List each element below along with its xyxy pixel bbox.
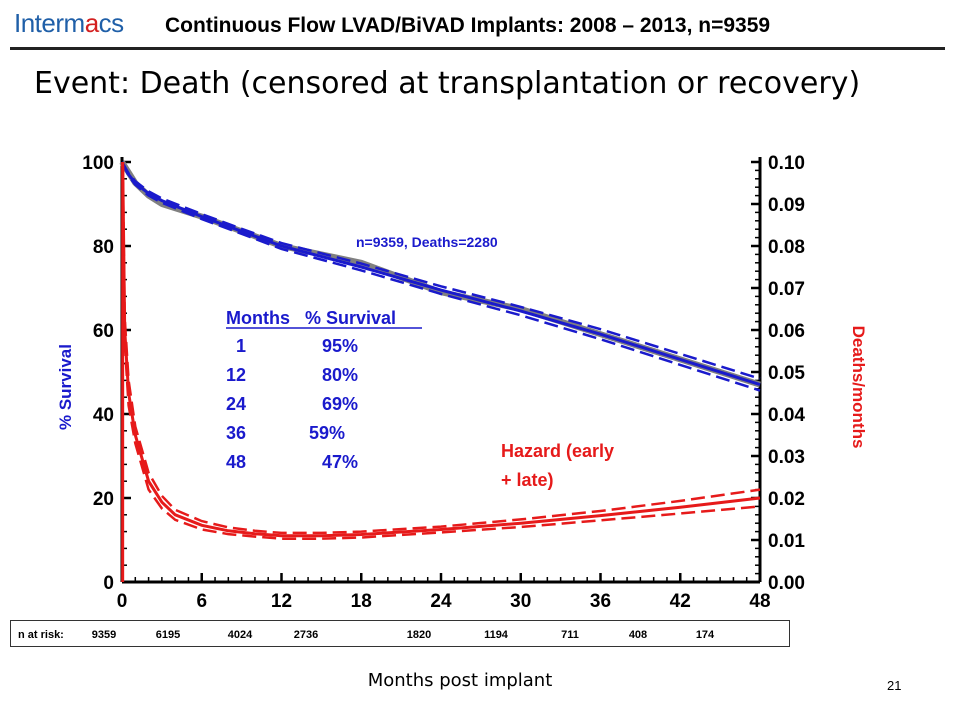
- counts-annotation: n=9359, Deaths=2280: [356, 234, 498, 250]
- y-right-tick-label: 0.04: [768, 405, 805, 426]
- n-at-risk-label: n at risk:: [18, 629, 64, 641]
- x-tick-label: 0: [117, 591, 128, 612]
- hazard-ci-lower-line: [121, 161, 761, 540]
- x-tick-label: 30: [510, 591, 531, 612]
- survival-table-percent: 80%: [322, 365, 358, 385]
- survival-actuarial-line: [119, 160, 761, 388]
- n-at-risk-value: 174: [696, 629, 715, 641]
- survival-table-percent: 95%: [322, 336, 358, 356]
- chart-labels: % Survival Deaths/months n=9359, Deaths=22…: [18, 234, 868, 641]
- n-at-risk-value: 1820: [407, 629, 431, 641]
- n-at-risk-value: 711: [561, 629, 579, 641]
- page-number: 21: [887, 678, 902, 693]
- survival-table-month: 1: [236, 336, 246, 356]
- y-right-tick-label: 0.01: [768, 531, 805, 552]
- y-axis-right-title: Deaths/months: [849, 326, 868, 449]
- survival-table-percent: 69%: [322, 394, 358, 414]
- y-right-tick-label: 0.08: [768, 237, 805, 258]
- y-right-tick-label: 0.05: [768, 363, 805, 384]
- survival-table-percent: 59%: [309, 423, 345, 443]
- x-axis-title: Months post implant: [367, 670, 553, 691]
- y-right-tick-label: 0.00: [768, 573, 805, 594]
- y-right-tick-label: 0.06: [768, 321, 805, 342]
- survival-table-header: Months % Survival: [226, 308, 396, 328]
- x-tick-label: 36: [590, 591, 611, 612]
- n-at-risk-value: 2736: [294, 629, 318, 641]
- n-at-risk-value: 1194: [484, 629, 509, 641]
- chart-axes: 0 6 12 18 24 30 36 42 48 0 20 40 60 80 100 0.00 0.01 0.02…: [82, 153, 805, 612]
- x-tick-label: 18: [351, 591, 372, 612]
- y-right-tick-label: 0.03: [768, 447, 805, 468]
- survival-table-month: 48: [226, 452, 246, 472]
- n-at-risk-value: 9359: [92, 629, 116, 641]
- hazard-label: + late): [501, 470, 554, 490]
- x-tick-label: 6: [196, 591, 207, 612]
- y-left-tick-label: 100: [82, 153, 114, 174]
- n-at-risk-box: [10, 620, 790, 647]
- n-at-risk-value: 408: [629, 629, 647, 641]
- y-left-tick-label: 0: [103, 573, 114, 594]
- survival-table-percent: 47%: [322, 452, 358, 472]
- survival-table-month: 24: [226, 394, 246, 414]
- y-right-tick-label: 0.10: [768, 153, 805, 174]
- x-tick-label: 12: [271, 591, 292, 612]
- header-title: Continuous Flow LVAD/BiVAD Implants: 200…: [165, 14, 771, 37]
- survival-parametric-line: [120, 161, 761, 387]
- y-left-tick-label: 60: [93, 321, 114, 342]
- hazard-line: [121, 161, 761, 538]
- event-title: Event: Death (censored at transplantatio…: [34, 66, 861, 101]
- y-right-tick-label: 0.09: [768, 195, 805, 216]
- y-left-tick-label: 40: [93, 405, 114, 426]
- y-axis-left-title: % Survival: [56, 344, 75, 430]
- chart-series: [119, 160, 761, 582]
- y-right-tick-label: 0.07: [768, 279, 805, 300]
- x-tick-label: 42: [670, 591, 691, 612]
- y-left-tick-label: 80: [93, 237, 114, 258]
- n-at-risk-value: 6195: [156, 629, 180, 641]
- y-right-tick-label: 0.02: [768, 489, 805, 510]
- survival-table-month: 36: [226, 423, 246, 443]
- header-divider: [10, 47, 945, 50]
- intermacs-logo: Intermacs: [14, 8, 124, 38]
- hazard-label: Hazard (early: [501, 441, 614, 461]
- survival-ci-upper-line: [120, 161, 761, 380]
- x-tick-label: 24: [430, 591, 452, 612]
- x-tick-label: 48: [749, 591, 770, 612]
- y-left-tick-label: 20: [93, 489, 114, 510]
- hazard-ci-upper-line: [121, 161, 761, 535]
- n-at-risk-value: 4024: [228, 629, 253, 641]
- survival-table-month: 12: [226, 365, 246, 385]
